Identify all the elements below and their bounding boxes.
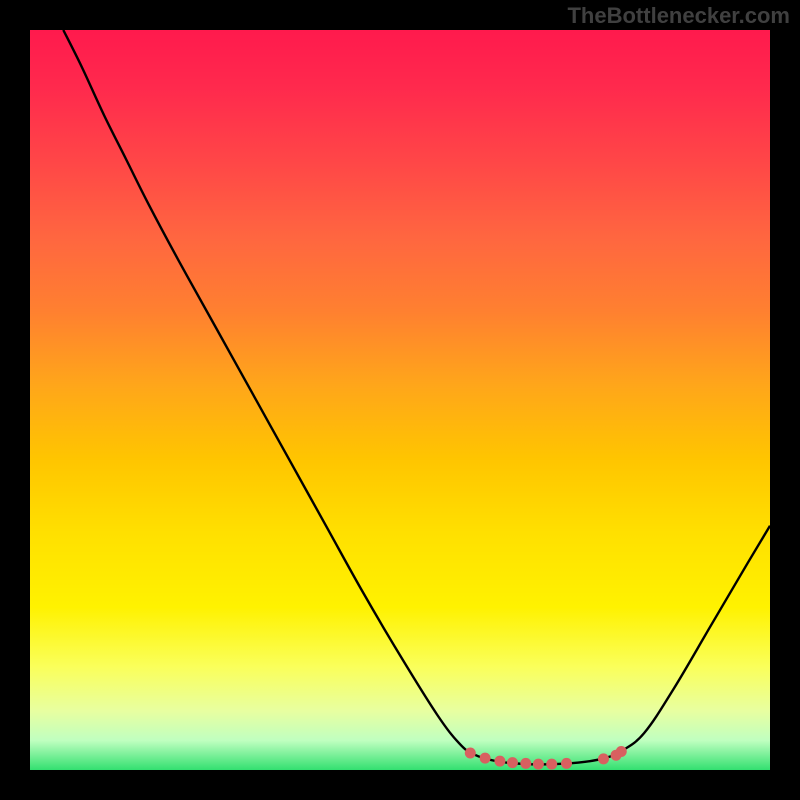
marker-dot [494,756,505,767]
watermark-text: TheBottlenecker.com [567,3,790,29]
plot-area [30,30,770,770]
bottleneck-curve [63,30,770,764]
chart-svg [30,30,770,770]
marker-dot [561,758,572,769]
marker-dot [507,757,518,768]
marker-dot [598,753,609,764]
marker-dot [533,759,544,770]
marker-dot [520,758,531,769]
marker-dot [616,746,627,757]
marker-dot [480,753,491,764]
marker-dot [546,759,557,770]
marker-dot [465,747,476,758]
curve-markers [465,746,627,770]
